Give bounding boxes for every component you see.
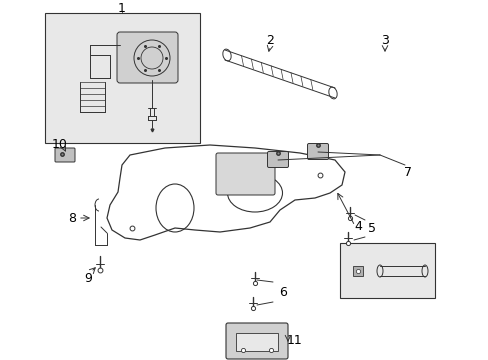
Text: 7: 7: [403, 166, 411, 179]
FancyBboxPatch shape: [117, 32, 178, 83]
Bar: [236, 333, 278, 351]
FancyBboxPatch shape: [307, 144, 328, 159]
FancyBboxPatch shape: [216, 153, 274, 195]
FancyBboxPatch shape: [267, 152, 288, 167]
FancyBboxPatch shape: [225, 323, 287, 359]
Bar: [45, 13, 200, 143]
Text: 3: 3: [380, 33, 388, 46]
Text: 8: 8: [68, 211, 76, 225]
Text: 10: 10: [52, 139, 68, 152]
Text: 1: 1: [118, 1, 126, 14]
Text: 4: 4: [353, 220, 361, 233]
Text: 9: 9: [84, 271, 92, 284]
Text: 6: 6: [279, 287, 286, 300]
Bar: [352, 266, 362, 276]
Text: 11: 11: [286, 333, 302, 346]
FancyBboxPatch shape: [55, 148, 75, 162]
Text: 2: 2: [265, 33, 273, 46]
Text: 5: 5: [367, 221, 375, 234]
Bar: [339, 243, 434, 298]
